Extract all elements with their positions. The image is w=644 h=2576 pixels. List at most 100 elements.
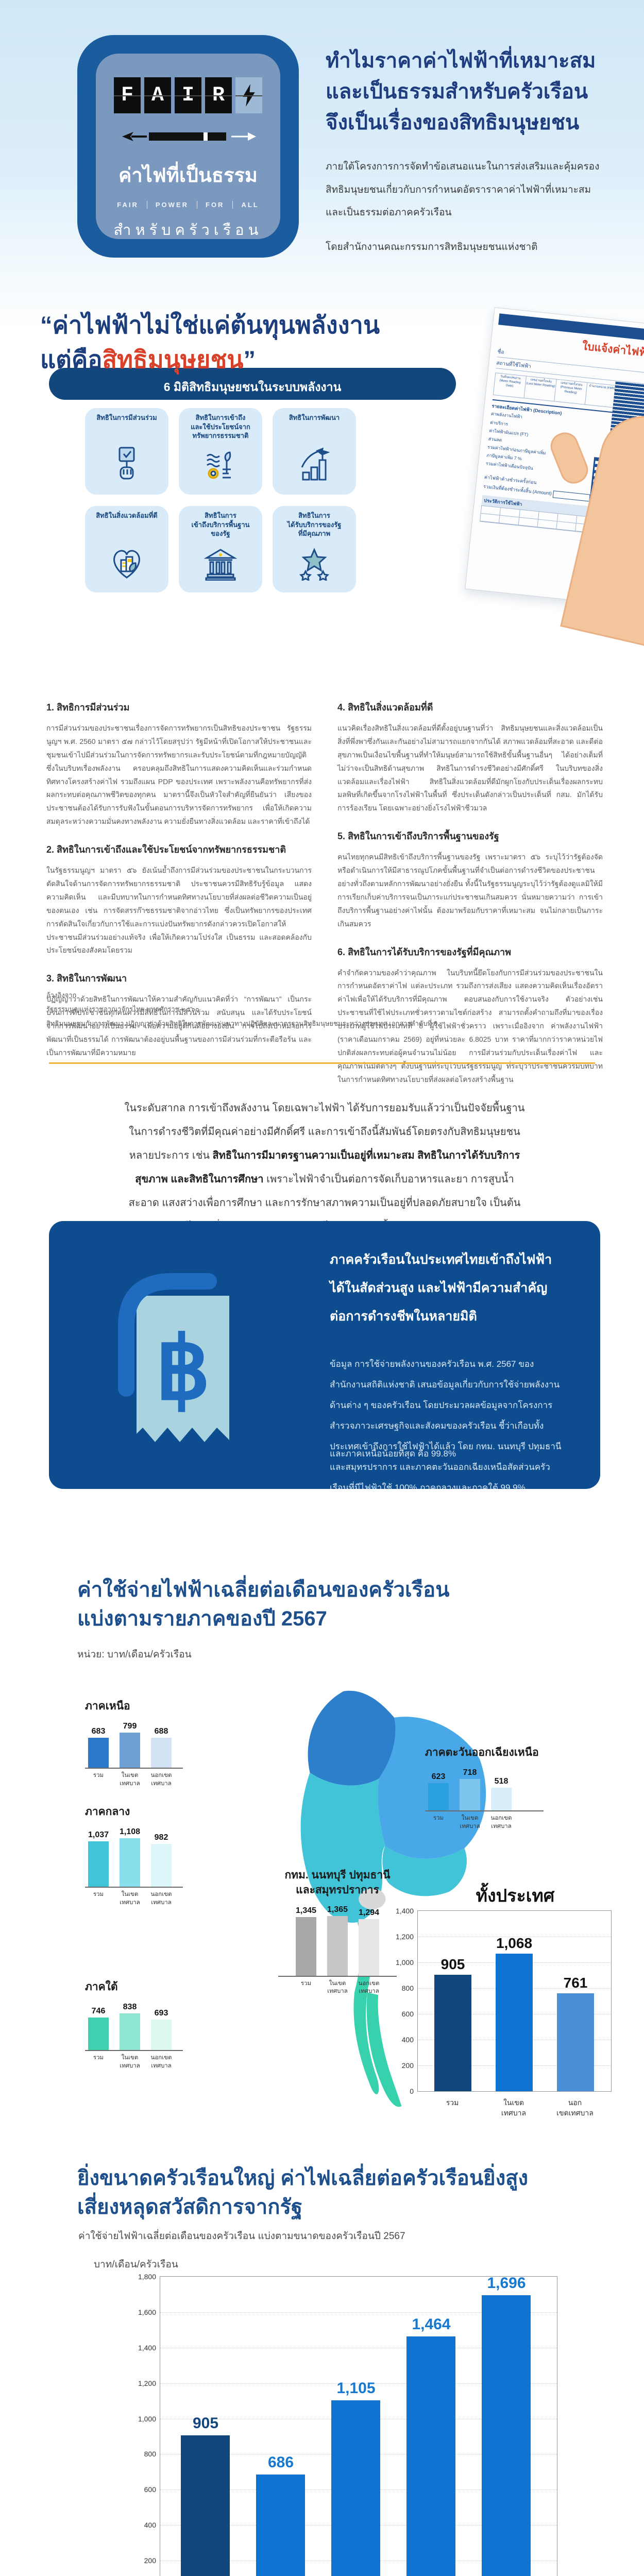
flip-tile: I — [175, 77, 201, 113]
references-title: อ้างอิงจาก — [46, 991, 77, 999]
intro-paragraph: ภายใต้โครงการการจัดทำข้อเสนอแนะในการส่งเ… — [326, 161, 600, 218]
bar-value: 693 — [154, 2009, 168, 2018]
rights-card: สิทธิในการ เข้าถึงบริการพื้นฐาน ของรัฐ — [179, 506, 262, 592]
mini-chart-title: ภาคใต้ — [85, 1981, 118, 1993]
bar-value: 838 — [123, 2003, 137, 2011]
household-subtitle: ค่าใช้จ่ายไฟฟ้าเฉลี่ยต่อเดือนของครัวเรือ… — [78, 2231, 405, 2242]
bar-municipal — [496, 1954, 533, 2091]
article-paragraph: คำจำกัดความของคำว่าคุณภาพ ในบริบทนี้ยึดโ… — [337, 968, 603, 1083]
bar-value: 905 — [440, 1956, 465, 1972]
region-section: ค่าใช้จ่ายไฟฟ้าเฉลี่ยต่อเดือนของครัวเรือ… — [0, 1566, 644, 2159]
badge-inner-panel: F A I R ค่าไฟที่เป็นธรรม — [96, 54, 280, 239]
bar — [428, 1783, 449, 1810]
meter-col: เลขอ่านครั้งหลัง (Last Meter Reading) — [524, 376, 557, 401]
mini-chart-bangkok: กทม. นนทบุรี ปทุมธานี และสมุทรปราการ 1,34… — [278, 1868, 397, 1996]
household-unit-label: บาท/เดือน/ครัวเรือน — [94, 2259, 178, 2270]
bar-value: 1,068 — [496, 1935, 533, 1951]
bar-value: 1,037 — [88, 1831, 109, 1839]
region-unit-label: หน่วย: บาท/เดือน/ครัวเรือน — [77, 1649, 192, 1660]
band-text: 6 มิติสิทธิมนุษยชนในระบบพลังงาน — [163, 380, 342, 394]
article-heading: 2. สิทธิในการเข้าถึงและใช้ประโยชน์จากทรั… — [46, 844, 286, 855]
mini-chart-title: กทม. นนทบุรี ปทุมธานี และสมุทรปราการ — [284, 1869, 391, 1896]
bar-value: 1,294 — [358, 1908, 380, 1917]
mini-chart-north: ภาคเหนือ 683 799 688 รวม ในเขต เทศบาล นอก… — [85, 1698, 183, 1788]
bar-value: 688 — [154, 1727, 168, 1736]
article-heading: 4. สิทธิในสิ่งแวดล้อมที่ดี — [337, 702, 433, 713]
bill-amount-label: รวมเงินที่ต้องชำระทั้งสิ้น (Amount) — [483, 484, 552, 497]
article-paragraph: การมีส่วนร่วมของประชาชนเรื่องการจัดการทร… — [46, 724, 312, 826]
reference-item: สิทธิมนุษยชนกับการพัฒนา ปฏิญญาว่าด้วยสิท… — [46, 1019, 438, 1027]
rights-card: สิทธิในสิ่งแวดล้อมที่ดี — [85, 506, 168, 592]
article-paragraph: แนวคิดเรื่องสิทธิในสิ่งแวดล้อมที่ดีตั้งอ… — [337, 724, 603, 812]
bar — [151, 1738, 172, 1768]
quote-highlight: สิทธิมนุษยชน — [102, 345, 244, 373]
quote-line1: “ค่าไฟฟ้าไม่ใช่แค่ต้นทุนพลังงาน — [40, 311, 380, 338]
bar — [327, 1916, 348, 1976]
quote-line2-prefix: แต่คือ — [40, 345, 103, 373]
household-size-section: ยิ่งขนาดครัวเรือนใหญ่ ค่าไฟเฉลี่ยต่อครัว… — [0, 2159, 644, 2576]
intro-byline: โดยสำนักงานคณะกรรมการสิทธิมนุษยชนแห่งชาต… — [326, 241, 538, 252]
natural-resources-icon — [204, 451, 237, 485]
flip-tile: R — [205, 77, 232, 113]
bar — [151, 1844, 172, 1887]
tagline-word: FOR — [197, 201, 232, 209]
meter-arrow-icon — [96, 130, 280, 146]
bar — [120, 2013, 140, 2050]
reference-item: รัฐธรรมนูญแห่งราชอาณาจักรไทย พุทธศักราช … — [46, 1005, 199, 1013]
article-heading: 3. สิทธิในการพัฒนา — [46, 973, 127, 984]
article-paragraph: คนไทยทุกคนมีสิทธิเข้าถึงบริการพื้นฐานของ… — [337, 853, 603, 928]
highlight-box-body: ข้อมูล การใช้จ่ายพลังงานของครัวเรือน พ.ศ… — [330, 1359, 562, 1489]
quality-service-icon — [296, 548, 332, 583]
bar-value: 982 — [154, 1833, 168, 1842]
yellow-divider — [49, 1062, 595, 1064]
bar — [151, 2020, 172, 2050]
bar-value: 1,365 — [327, 1905, 348, 1914]
pull-quote: “ค่าไฟฟ้าไม่ใช่แค่ต้นทุนพลังงาน แต่คือสิ… — [40, 308, 494, 377]
environment-icon — [110, 547, 144, 583]
tagline-word: POWER — [146, 201, 197, 209]
rights-card: สิทธิในการเข้าถึง และใช้ประโยชน์จาก ทรัพ… — [179, 408, 262, 495]
household-section-title: ยิ่งขนาดครัวเรือนใหญ่ ค่าไฟเฉลี่ยต่อครัว… — [77, 2167, 529, 2218]
bar-total — [181, 2435, 230, 2576]
bar — [88, 2018, 109, 2050]
references: อ้างอิงจาก รัฐธรรมนูญแห่งราชอาณาจักรไทย … — [46, 988, 437, 1030]
bar-value: 1,105 — [336, 2380, 376, 2397]
mini-chart-northeast: ภาคตะวันออกเฉียงเหนือ 623 718 518 รวม ใน… — [425, 1744, 544, 1831]
bar-value: 683 — [91, 1727, 106, 1736]
bar — [88, 1841, 109, 1887]
bar — [120, 1733, 140, 1768]
bar-value: 905 — [192, 2415, 219, 2432]
six-dimensions-band: 6 มิติสิทธิมนุษยชนในระบบพลังงาน — [49, 368, 456, 400]
bar-value: 686 — [267, 2454, 294, 2471]
bar-nonmunicipal — [557, 1993, 594, 2091]
bar-value: 518 — [494, 1777, 509, 1786]
bar-5-7 — [406, 2336, 455, 2576]
bar-3-4 — [331, 2400, 380, 2576]
flip-tile: F — [114, 77, 141, 113]
bar-value: 761 — [563, 1975, 588, 1991]
mini-chart-central: ภาคกลาง 1,037 1,108 982 รวม ในเขต เทศบาล … — [85, 1803, 183, 1907]
rights-card-label: สิทธิในการพัฒนา — [289, 414, 340, 421]
bar-value: 1,345 — [295, 1906, 317, 1915]
bar-value: 1,464 — [412, 2316, 451, 2333]
bar — [460, 1779, 480, 1810]
svg-text:฿: ฿ — [156, 1320, 211, 1417]
amount-box — [552, 490, 590, 502]
rights-card: สิทธิในการมีส่วนร่วม — [85, 408, 168, 495]
public-services-icon — [204, 549, 238, 583]
highlight-box-heading: ภาคครัวเรือนในประเทศไทยเข้าถึงไฟฟ้าได้ใน… — [330, 1252, 552, 1324]
participation-icon — [110, 446, 143, 485]
household-chart: 1,800 1,600 1,400 1,200 1,000 800 600 40… — [138, 2273, 557, 2576]
x-label: รวม — [446, 2098, 459, 2107]
development-icon — [298, 447, 331, 485]
rights-card-label: สิทธิในสิ่งแวดล้อมที่ดี — [96, 512, 158, 519]
flipboard-tiles: F A I R — [96, 77, 280, 113]
bar-8plus — [482, 2295, 531, 2576]
rights-card-label: สิทธิในการมีส่วนร่วม — [96, 414, 157, 421]
meter-col: วันที่จดเลขอ่าน (Meter Reading Date) — [493, 373, 527, 398]
bar-total — [434, 1975, 471, 2091]
bar — [120, 1838, 140, 1887]
flip-tile: A — [144, 77, 171, 113]
bar — [491, 1788, 512, 1810]
bar-value: 718 — [463, 1768, 477, 1777]
